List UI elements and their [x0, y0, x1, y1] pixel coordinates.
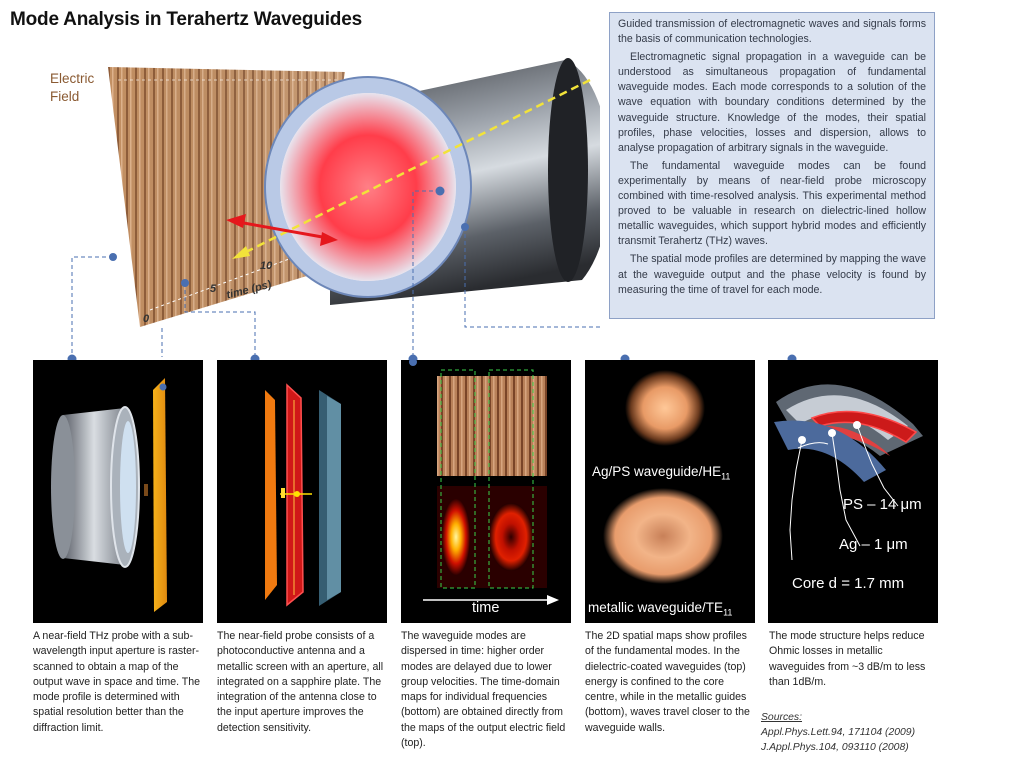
- hollow-waveguide-label-text: Ag/PS waveguide/HE: [592, 464, 722, 479]
- panel-spatial-mode-maps: Ag/PS waveguide/HE11 metallic waveguide/…: [585, 360, 755, 623]
- intro-paragraph-3: The fundamental waveguide modes can be f…: [618, 159, 926, 248]
- panel-time-domain-maps: time: [401, 360, 571, 623]
- hollow-waveguide-label: Ag/PS waveguide/HE11: [592, 464, 730, 482]
- panel-near-field-probe: [217, 360, 387, 623]
- caption-near-field-probe: The near-field probe consists of a photo…: [217, 630, 384, 734]
- ps-layer-label: PS – 14 μm: [843, 496, 922, 513]
- hollow-waveguide-label-sub: 11: [721, 471, 731, 482]
- metallic-waveguide-label-sub: 11: [723, 607, 733, 618]
- metallic-waveguide-label: metallic waveguide/TE11: [588, 600, 732, 618]
- sources-block: Sources: Appl.Phys.Lett.94, 171104 (2009…: [761, 710, 915, 755]
- page-title: Mode Analysis in Terahertz Waveguides: [10, 9, 362, 30]
- electric-field-label: Electric Field: [50, 70, 94, 106]
- ag-layer-label: Ag – 1 μm: [839, 536, 908, 553]
- caption-probe-scan: A near-field THz probe with a sub-wavele…: [33, 630, 201, 734]
- field-polarisation-arrow: [226, 214, 338, 246]
- electric-field-line1: Electric: [50, 71, 95, 86]
- time-label: time: [472, 600, 500, 616]
- waveguide-aperture: [264, 76, 472, 298]
- spatial-mode-maps-drawing: [603, 370, 723, 584]
- time-tick-10: 10: [260, 260, 273, 272]
- caption-time-domain-maps: The waveguide modes are dispersed in tim…: [401, 630, 566, 750]
- electric-field-line2: Field: [50, 89, 80, 104]
- probe-scan-drawing: [51, 378, 167, 612]
- time-tick-0: 0: [143, 313, 150, 325]
- intro-paragraph-2: Electromagnetic signal propagation in a …: [618, 51, 926, 154]
- sources-heading: Sources:: [761, 712, 803, 723]
- hero-illustration: [71, 58, 600, 357]
- panel-waveguide-layers: PS – 14 μm Ag – 1 μm Core d = 1.7 mm: [768, 360, 938, 623]
- source-ref-1: Appl.Phys.Lett.94, 171104 (2009): [761, 727, 916, 738]
- axis-arrowhead: [232, 246, 250, 259]
- time-tick-5: 5: [210, 283, 217, 295]
- caption-spatial-modes: The 2D spatial maps show profiles of the…: [585, 630, 750, 734]
- panel-probe-scan: [33, 360, 203, 623]
- metallic-waveguide-label-text: metallic waveguide/TE: [588, 600, 724, 615]
- connector-dots: [109, 186, 469, 287]
- waveguide-layers-drawing: [774, 384, 923, 561]
- propagation-axis: [239, 78, 591, 257]
- intro-text-box: Guided transmission of electromagnetic w…: [609, 12, 935, 319]
- connector-lines: [71, 190, 600, 357]
- near-field-probe-drawing: [265, 383, 341, 607]
- time-domain-maps-drawing: [409, 360, 559, 605]
- intro-paragraph-4: The spatial mode profiles are determined…: [618, 253, 926, 296]
- caption-mode-structure: The mode structure helps reduce Ohmic lo…: [769, 630, 926, 688]
- core-diameter-label: Core d = 1.7 mm: [792, 575, 905, 592]
- intro-paragraph-1: Guided transmission of electromagnetic w…: [618, 18, 926, 46]
- source-ref-2: J.Appl.Phys.104, 093110 (2008): [761, 742, 909, 753]
